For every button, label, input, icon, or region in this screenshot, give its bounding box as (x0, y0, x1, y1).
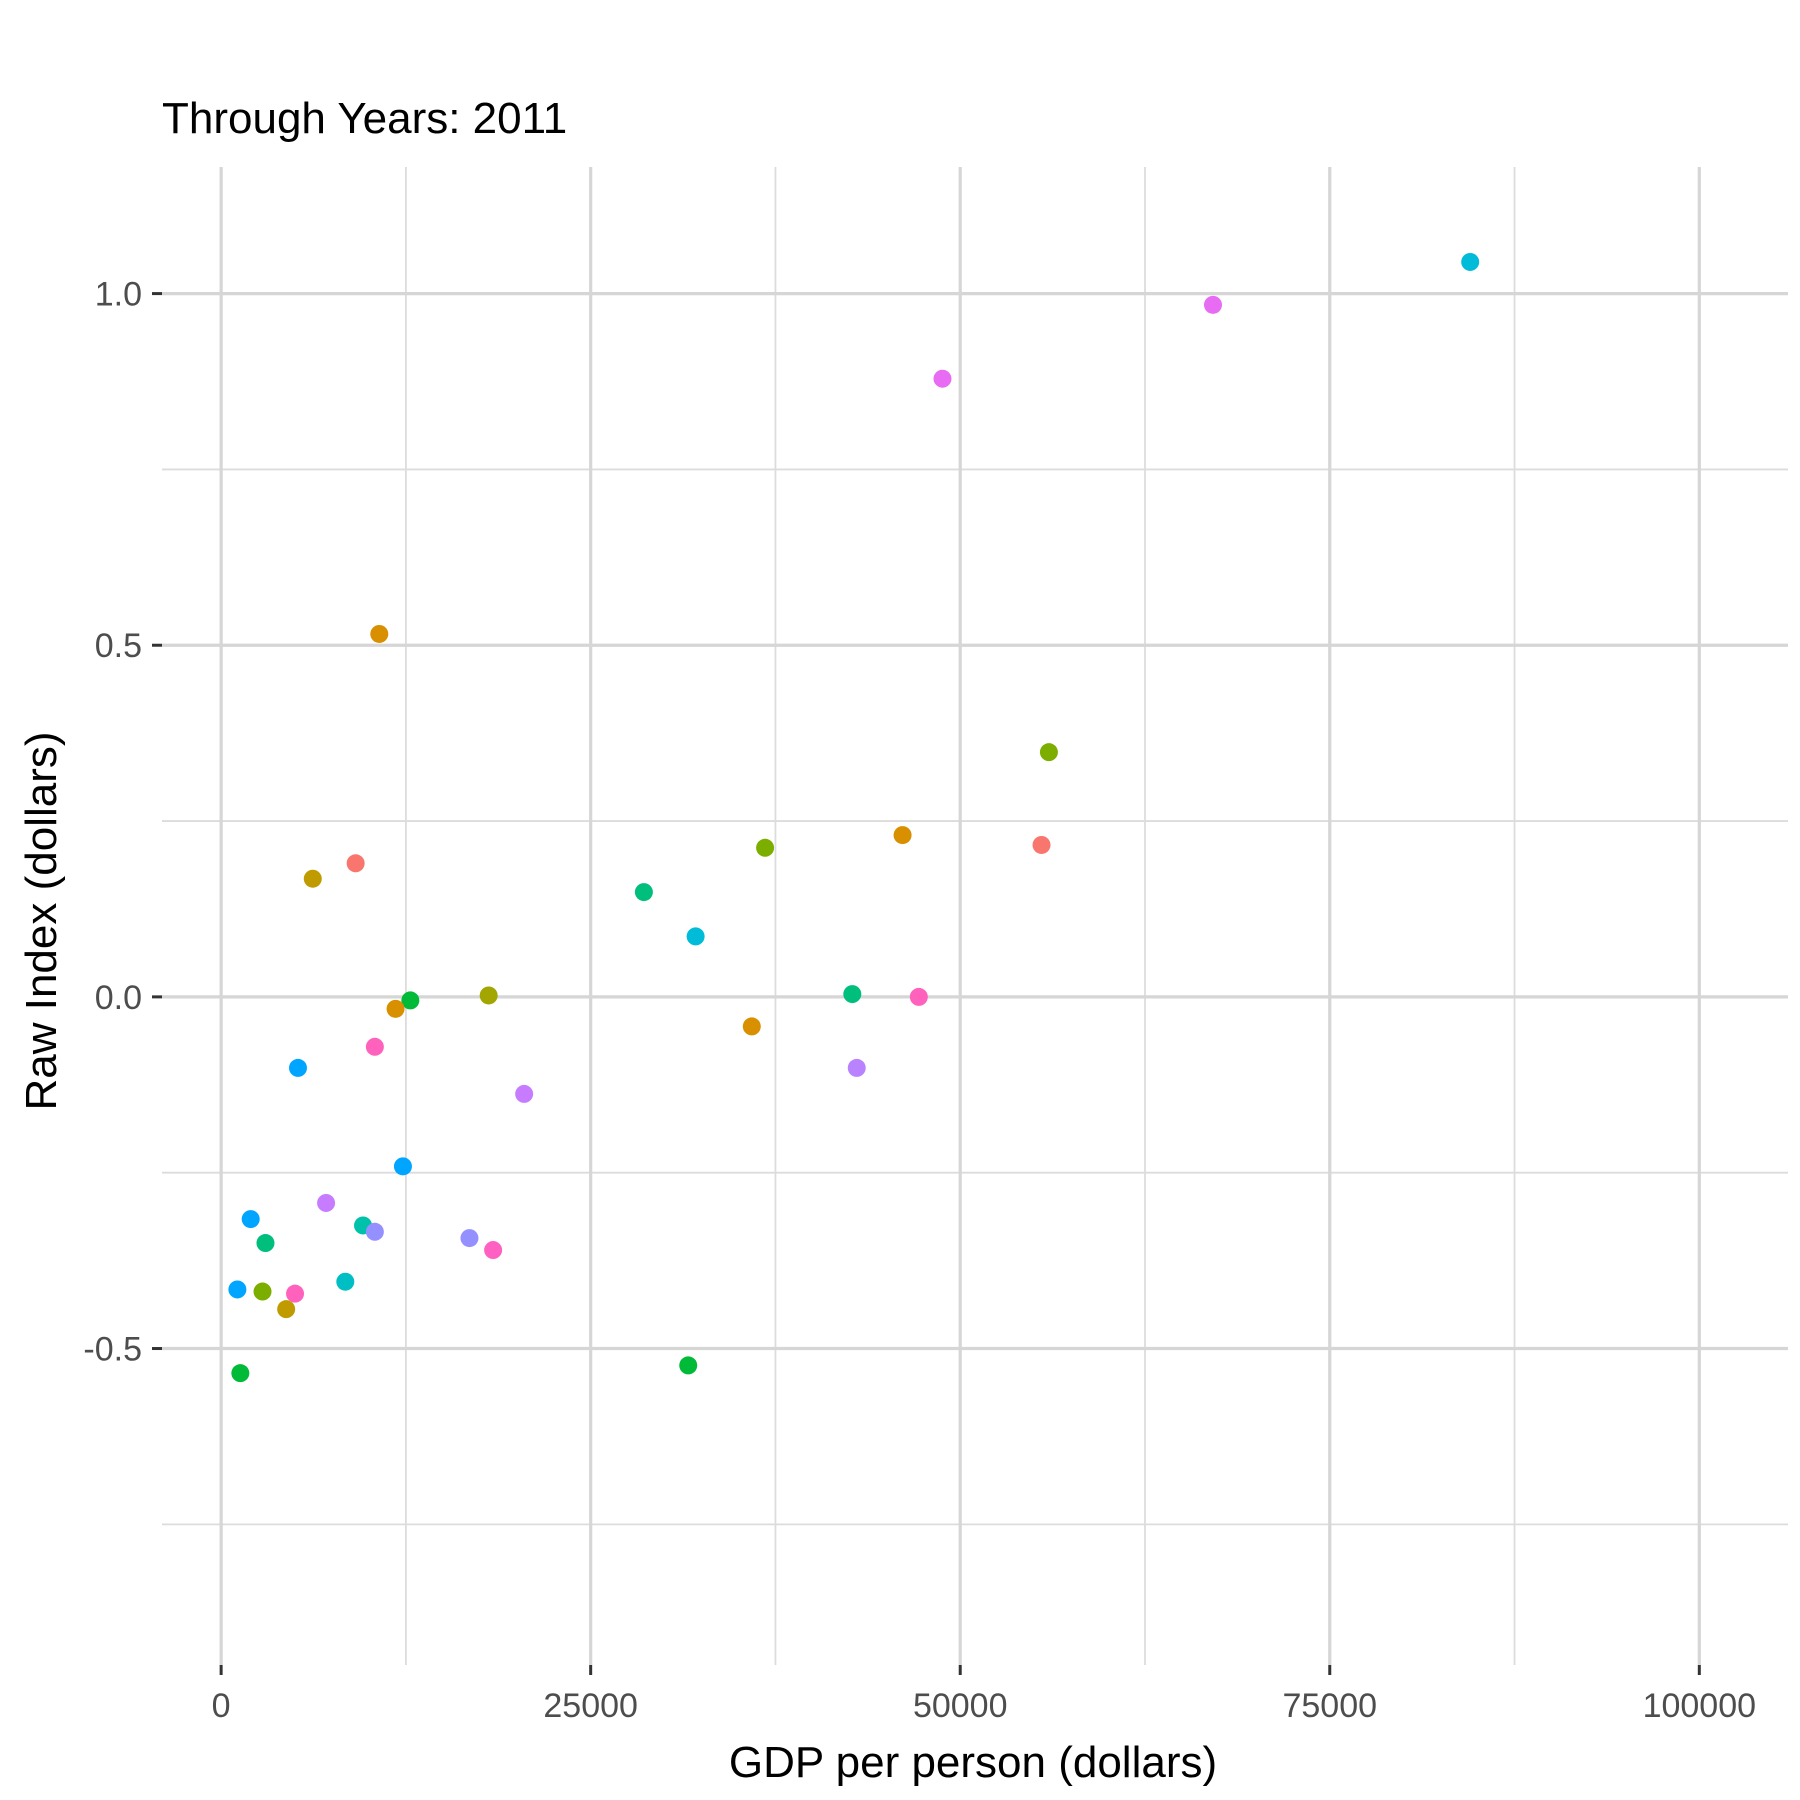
y-tick-label-3: 1.0 (95, 276, 142, 314)
data-point-21 (515, 1084, 534, 1103)
data-point-13 (909, 987, 928, 1006)
data-point-9 (303, 869, 322, 888)
data-point-14 (479, 986, 498, 1005)
data-point-36 (231, 1364, 250, 1383)
data-point-35 (679, 1356, 698, 1375)
data-point-22 (393, 1157, 412, 1176)
data-point-5 (893, 826, 912, 845)
data-point-12 (843, 985, 862, 1004)
data-point-24 (241, 1210, 260, 1229)
y-tick-label-2: 0.5 (95, 627, 142, 665)
y-tick-label-0: -0.5 (83, 1331, 142, 1369)
chart-title: Through Years: 2011 (162, 94, 567, 143)
x-tick-label-0: 0 (212, 1687, 231, 1725)
data-point-23 (317, 1193, 336, 1212)
y-axis-title: Raw Index (dollars) (17, 731, 66, 1110)
data-point-28 (460, 1229, 479, 1248)
x-axis-title: GDP per person (dollars) (729, 1738, 1217, 1787)
data-point-3 (370, 624, 389, 643)
data-points (228, 252, 1480, 1383)
data-point-15 (401, 991, 420, 1010)
data-point-20 (847, 1058, 866, 1077)
data-point-17 (742, 1017, 761, 1036)
data-point-2 (933, 369, 952, 388)
data-point-27 (256, 1234, 275, 1253)
data-point-26 (365, 1222, 384, 1241)
data-point-33 (286, 1284, 305, 1303)
x-tick-label-1: 25000 (543, 1687, 638, 1725)
data-point-8 (346, 854, 365, 873)
y-tick-label-1: 0.0 (95, 979, 142, 1017)
x-tick-label-3: 75000 (1282, 1687, 1377, 1725)
data-point-31 (228, 1280, 247, 1299)
gridlines (162, 167, 1788, 1665)
data-point-32 (253, 1282, 272, 1301)
data-point-6 (1032, 835, 1051, 854)
data-point-34 (277, 1300, 296, 1319)
data-point-4 (1039, 743, 1058, 762)
x-tick-label-2: 50000 (913, 1687, 1008, 1725)
data-point-1 (1203, 295, 1222, 314)
data-point-18 (365, 1037, 384, 1056)
data-point-30 (336, 1272, 355, 1291)
data-point-0 (1461, 252, 1480, 271)
data-point-16 (386, 999, 405, 1018)
x-tick-label-4: 100000 (1643, 1687, 1756, 1725)
data-point-7 (756, 838, 775, 857)
data-point-11 (686, 927, 705, 946)
data-point-10 (634, 883, 653, 902)
axis-ticks: 0 25000 50000 75000 100000 -0.5 0.0 0.5 1.0 (83, 276, 1756, 1725)
data-point-19 (288, 1058, 307, 1077)
data-point-29 (484, 1241, 503, 1260)
